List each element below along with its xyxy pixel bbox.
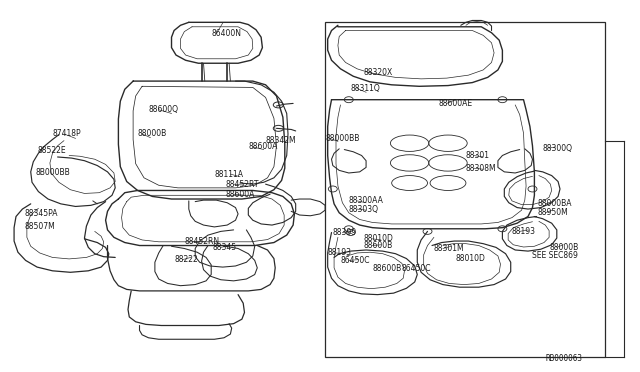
Text: 88000BA: 88000BA: [538, 199, 572, 208]
Text: 88600AE: 88600AE: [438, 99, 472, 108]
Text: 88301M: 88301M: [434, 244, 465, 253]
Text: 86450C: 86450C: [340, 256, 370, 265]
Text: 88600A: 88600A: [248, 142, 278, 151]
Text: 88308M: 88308M: [466, 164, 497, 173]
Text: 8B000BB: 8B000BB: [35, 169, 70, 177]
Text: 88300AA: 88300AA: [349, 196, 383, 205]
Text: 88345PA: 88345PA: [24, 209, 58, 218]
Text: 88345: 88345: [212, 243, 237, 252]
Text: 88507M: 88507M: [24, 222, 55, 231]
Text: 88311Q: 88311Q: [351, 84, 380, 93]
Text: 88950M: 88950M: [538, 208, 568, 217]
Text: 88193: 88193: [328, 248, 352, 257]
Text: 88600Q: 88600Q: [148, 105, 179, 114]
Text: 88193: 88193: [512, 227, 536, 236]
Text: 88111A: 88111A: [214, 170, 243, 179]
Text: 88222: 88222: [174, 255, 198, 264]
Text: 88000B: 88000B: [138, 129, 167, 138]
Text: 88000BB: 88000BB: [325, 134, 360, 143]
Bar: [325, 22, 605, 357]
Text: 88600B: 88600B: [372, 264, 402, 273]
Text: 88342M: 88342M: [266, 136, 296, 145]
Text: 86400N: 86400N: [211, 29, 241, 38]
Text: SEE SEC869: SEE SEC869: [532, 251, 579, 260]
Text: 88600A: 88600A: [225, 190, 255, 199]
Text: 88010D: 88010D: [456, 254, 486, 263]
Text: 87418P: 87418P: [52, 129, 81, 138]
Text: 88300Q: 88300Q: [543, 144, 573, 153]
Text: 88522E: 88522E: [37, 146, 66, 155]
Text: 86450C: 86450C: [402, 264, 431, 273]
Text: RB000063: RB000063: [545, 354, 582, 363]
Text: 88452RT: 88452RT: [225, 180, 259, 189]
Text: 88600B: 88600B: [364, 241, 393, 250]
Text: 88301: 88301: [466, 151, 490, 160]
Text: 88399: 88399: [333, 228, 357, 237]
Text: 88303Q: 88303Q: [349, 205, 379, 214]
Text: 88000B: 88000B: [549, 243, 579, 252]
Text: 88320X: 88320X: [364, 68, 393, 77]
Text: 88452RN: 88452RN: [184, 237, 220, 246]
Text: 88010D: 88010D: [364, 234, 394, 243]
